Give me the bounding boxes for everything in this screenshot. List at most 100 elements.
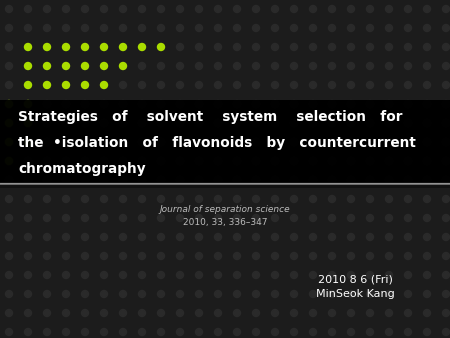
Circle shape xyxy=(81,271,89,279)
Circle shape xyxy=(158,44,165,50)
Circle shape xyxy=(120,24,126,31)
Circle shape xyxy=(100,310,108,316)
Circle shape xyxy=(44,176,50,184)
Text: the  •isolation   of   flavonoids   by   countercurrent: the •isolation of flavonoids by counterc… xyxy=(18,136,416,150)
Circle shape xyxy=(442,158,450,165)
Circle shape xyxy=(120,252,126,260)
Circle shape xyxy=(442,100,450,107)
Circle shape xyxy=(423,139,431,145)
Circle shape xyxy=(310,290,316,297)
Circle shape xyxy=(347,252,355,260)
Circle shape xyxy=(234,252,240,260)
Circle shape xyxy=(176,234,184,241)
Circle shape xyxy=(63,234,69,241)
Circle shape xyxy=(215,158,221,165)
Circle shape xyxy=(366,310,373,316)
Circle shape xyxy=(24,252,32,260)
Circle shape xyxy=(5,120,13,126)
Circle shape xyxy=(158,329,165,336)
Circle shape xyxy=(5,215,13,221)
Circle shape xyxy=(234,63,240,70)
Circle shape xyxy=(386,100,392,107)
Circle shape xyxy=(176,120,184,126)
Circle shape xyxy=(310,195,316,202)
Circle shape xyxy=(234,120,240,126)
Circle shape xyxy=(291,24,297,31)
Circle shape xyxy=(291,100,297,107)
Circle shape xyxy=(271,158,279,165)
Circle shape xyxy=(24,234,32,241)
Circle shape xyxy=(100,120,108,126)
Circle shape xyxy=(252,195,260,202)
Circle shape xyxy=(24,139,32,145)
Circle shape xyxy=(24,310,32,316)
Circle shape xyxy=(215,120,221,126)
Circle shape xyxy=(366,329,373,336)
Circle shape xyxy=(271,81,279,89)
Circle shape xyxy=(423,195,431,202)
Circle shape xyxy=(81,44,89,50)
Circle shape xyxy=(158,310,165,316)
Circle shape xyxy=(252,63,260,70)
Circle shape xyxy=(366,290,373,297)
Circle shape xyxy=(81,310,89,316)
Circle shape xyxy=(81,195,89,202)
Circle shape xyxy=(195,195,203,202)
Circle shape xyxy=(328,100,336,107)
Circle shape xyxy=(100,100,108,107)
Circle shape xyxy=(252,120,260,126)
Circle shape xyxy=(271,252,279,260)
Circle shape xyxy=(120,310,126,316)
Circle shape xyxy=(120,215,126,221)
Circle shape xyxy=(215,81,221,89)
Circle shape xyxy=(347,290,355,297)
Circle shape xyxy=(139,195,145,202)
Circle shape xyxy=(195,290,203,297)
Circle shape xyxy=(442,24,450,31)
Circle shape xyxy=(63,158,69,165)
Circle shape xyxy=(100,234,108,241)
Circle shape xyxy=(291,63,297,70)
Circle shape xyxy=(310,24,316,31)
Circle shape xyxy=(423,81,431,89)
Circle shape xyxy=(271,63,279,70)
Circle shape xyxy=(405,100,411,107)
Circle shape xyxy=(291,176,297,184)
Circle shape xyxy=(5,5,13,13)
Circle shape xyxy=(386,290,392,297)
Circle shape xyxy=(234,195,240,202)
Circle shape xyxy=(139,215,145,221)
Circle shape xyxy=(24,176,32,184)
Circle shape xyxy=(24,290,32,297)
Circle shape xyxy=(291,215,297,221)
Circle shape xyxy=(423,176,431,184)
Circle shape xyxy=(176,310,184,316)
Circle shape xyxy=(63,120,69,126)
Circle shape xyxy=(366,5,373,13)
Circle shape xyxy=(158,81,165,89)
Circle shape xyxy=(442,252,450,260)
Circle shape xyxy=(234,215,240,221)
Circle shape xyxy=(328,176,336,184)
Circle shape xyxy=(423,100,431,107)
Circle shape xyxy=(5,195,13,202)
Circle shape xyxy=(63,44,69,50)
Bar xyxy=(0,100,450,182)
Circle shape xyxy=(100,24,108,31)
Circle shape xyxy=(291,271,297,279)
Circle shape xyxy=(442,271,450,279)
Circle shape xyxy=(44,195,50,202)
Circle shape xyxy=(63,5,69,13)
Text: MinSeok Kang: MinSeok Kang xyxy=(315,289,394,299)
Circle shape xyxy=(44,63,50,70)
Circle shape xyxy=(63,100,69,107)
Circle shape xyxy=(24,215,32,221)
Circle shape xyxy=(100,252,108,260)
Circle shape xyxy=(366,195,373,202)
Circle shape xyxy=(271,44,279,50)
Circle shape xyxy=(195,120,203,126)
Circle shape xyxy=(310,310,316,316)
Circle shape xyxy=(405,63,411,70)
Circle shape xyxy=(63,139,69,145)
Circle shape xyxy=(386,81,392,89)
